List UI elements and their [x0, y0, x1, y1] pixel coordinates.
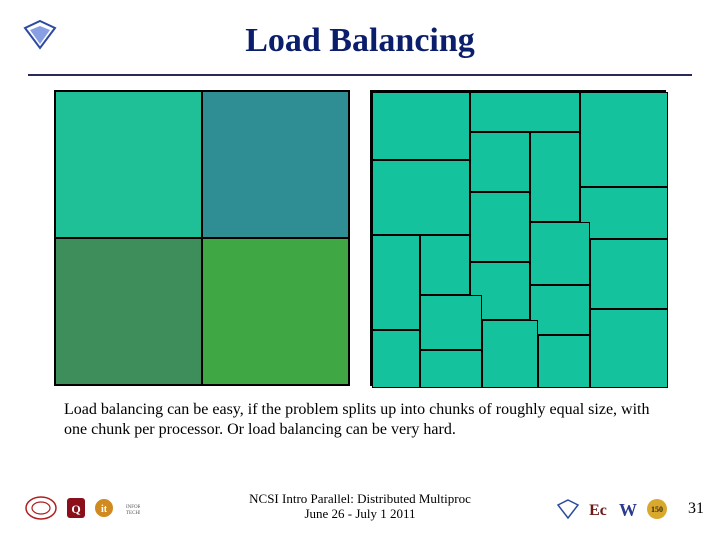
slide-title: Load Balancing: [0, 22, 720, 60]
grid-cell: [202, 91, 349, 238]
treemap-cell: [420, 235, 470, 295]
treemap-cell: [482, 320, 538, 388]
treemap-cell: [590, 239, 668, 309]
triangle-logo-small: [556, 498, 580, 525]
grid-cell: [202, 238, 349, 385]
grid-cell: [55, 238, 202, 385]
footer: Q itINFORMATIONTECHNOLOGY NCSI Intro Par…: [0, 480, 720, 528]
treemap-cell: [420, 350, 482, 388]
title-rule: [28, 74, 692, 76]
treemap-cell: [470, 92, 580, 132]
svg-text:150: 150: [651, 505, 663, 514]
w-logo: W: [616, 498, 640, 525]
treemap-cell: [590, 309, 668, 388]
treemap-cell: [538, 335, 590, 388]
treemap-cell: [470, 132, 530, 192]
easy-partition-grid: [54, 90, 350, 386]
treemap-cell: [372, 160, 470, 235]
svg-text:Ec: Ec: [589, 502, 607, 519]
treemap-cell: [372, 235, 420, 330]
treemap-cell: [372, 330, 420, 388]
svg-text:W: W: [619, 500, 637, 520]
grid-cell: [55, 91, 202, 238]
treemap-cell: [580, 92, 668, 187]
treemap-cell: [470, 192, 530, 262]
caption-text: Load balancing can be easy, if the probl…: [64, 400, 656, 440]
treemap-cell: [372, 92, 470, 160]
page-number: 31: [688, 500, 704, 518]
treemap-cell: [420, 295, 482, 350]
footer-line1: NCSI Intro Parallel: Distributed Multipr…: [249, 491, 471, 506]
ec-logo: Ec: [584, 498, 612, 525]
isu-logo: 150: [644, 497, 670, 526]
footer-line2: June 26 - July 1 2011: [304, 506, 415, 521]
treemap-cell: [580, 187, 668, 239]
treemap-cell: [530, 132, 580, 222]
hard-partition-treemap: [370, 90, 666, 386]
treemap-cell: [530, 222, 590, 285]
footer-logos-right: Ec W 150: [556, 497, 670, 526]
figures-row: [54, 90, 666, 386]
treemap-cell: [530, 285, 590, 335]
